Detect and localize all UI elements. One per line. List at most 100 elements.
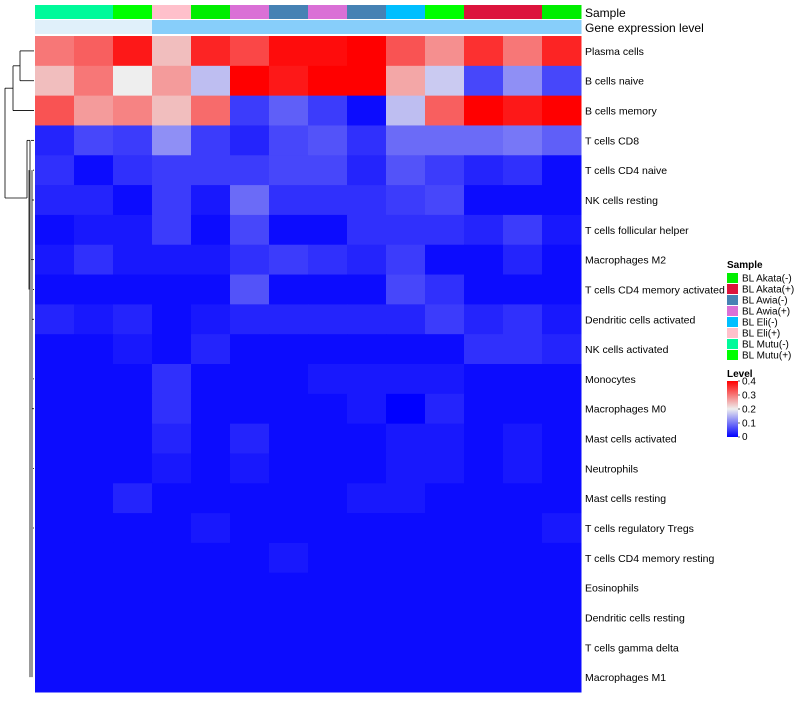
level-colorbar bbox=[727, 381, 738, 437]
column-annotations bbox=[35, 5, 582, 34]
heatmap-cell bbox=[269, 155, 309, 186]
heatmap-cell bbox=[35, 393, 75, 425]
heatmap-cell bbox=[35, 453, 75, 484]
row-label: NK cells resting bbox=[585, 195, 658, 207]
heatmap-cell bbox=[503, 65, 543, 97]
heatmap-cell bbox=[74, 542, 114, 574]
heatmap-cell bbox=[347, 95, 387, 126]
heatmap-cell bbox=[464, 274, 504, 305]
heatmap-cell bbox=[542, 155, 582, 186]
heatmap-cell bbox=[347, 65, 387, 97]
heatmap-cell bbox=[464, 483, 504, 514]
heatmap-cell bbox=[191, 542, 231, 574]
heatmap-cell bbox=[230, 632, 270, 663]
heatmap-cell bbox=[152, 244, 192, 276]
heatmap-cell bbox=[74, 185, 114, 216]
heatmap-cell bbox=[152, 125, 192, 156]
heatmap-cell bbox=[230, 572, 270, 604]
heatmap-cell bbox=[542, 662, 582, 693]
heatmap-cell bbox=[269, 95, 309, 126]
heatmap-cell bbox=[269, 602, 309, 633]
heatmap-cell bbox=[269, 364, 309, 395]
heatmap-cell bbox=[542, 65, 582, 97]
heatmap-cell bbox=[308, 214, 348, 246]
heatmap-cell bbox=[347, 423, 387, 454]
level-legend-ticks: 0.4 0.3 0.2 0.1 0 bbox=[738, 377, 756, 443]
row-label: Eosinophils bbox=[585, 583, 639, 595]
heatmap-cell bbox=[425, 334, 465, 365]
heatmap-cell bbox=[152, 304, 192, 335]
heatmap-cell bbox=[113, 214, 153, 246]
heatmap-cell bbox=[191, 185, 231, 216]
row-label: T cells CD4 memory activated bbox=[585, 284, 725, 296]
heatmap-cell bbox=[230, 244, 270, 276]
heatmap-cell bbox=[113, 632, 153, 663]
annotation-labels: Sample Gene expression level bbox=[585, 6, 704, 35]
row-label: T cells CD4 naive bbox=[585, 165, 667, 177]
expression-track-label: Gene expression level bbox=[585, 21, 704, 35]
expression-annotation-cell bbox=[35, 20, 75, 34]
heatmap-cell bbox=[542, 602, 582, 633]
heatmap-cell bbox=[74, 483, 114, 514]
heatmap-cell bbox=[269, 662, 309, 693]
heatmap-cell bbox=[191, 453, 231, 484]
heatmap-cell bbox=[347, 453, 387, 484]
heatmap-cell bbox=[269, 572, 309, 604]
heatmap-cell bbox=[191, 304, 231, 335]
row-label: T cells CD4 memory resting bbox=[585, 553, 714, 565]
heatmap-cell bbox=[386, 602, 426, 633]
expression-annotation-cell bbox=[191, 20, 231, 34]
sample-annotation-cell bbox=[113, 5, 153, 19]
row-label: NK cells activated bbox=[585, 344, 669, 356]
heatmap-cell bbox=[464, 364, 504, 395]
heatmap-cell bbox=[464, 304, 504, 335]
heatmap-cell bbox=[386, 632, 426, 663]
sample-annotation-cell bbox=[191, 5, 231, 19]
heatmap-cell bbox=[113, 453, 153, 484]
heatmap-cell bbox=[542, 364, 582, 395]
heatmap-cell bbox=[503, 36, 543, 67]
heatmap-cell bbox=[113, 155, 153, 186]
heatmap-cell bbox=[386, 393, 426, 425]
row-dendrogram bbox=[4, 50, 34, 678]
heatmap-cell bbox=[425, 393, 465, 425]
heatmap-cell bbox=[152, 483, 192, 514]
sample-legend-swatch bbox=[727, 317, 738, 327]
heatmap-cell bbox=[503, 364, 543, 395]
heatmap-cell bbox=[74, 244, 114, 276]
heatmap-cell bbox=[191, 602, 231, 633]
sample-annotation-cell bbox=[464, 5, 504, 19]
sample-legend-swatch bbox=[727, 306, 738, 316]
heatmap-cell bbox=[464, 36, 504, 67]
heatmap-cell bbox=[35, 662, 75, 693]
heatmap-cell bbox=[425, 36, 465, 67]
sample-legend-label: BL Eli(+) bbox=[742, 329, 780, 340]
sample-legend-label: BL Awia(+) bbox=[742, 307, 790, 318]
heatmap-cell bbox=[113, 95, 153, 126]
sample-annotation-cell bbox=[308, 5, 348, 19]
heatmap-cell bbox=[113, 513, 153, 544]
sample-legend-entries: BL Akata(-)BL Akata(+)BL Awia(-)BL Awia(… bbox=[727, 273, 794, 362]
sample-legend-swatch bbox=[727, 339, 738, 349]
sample-annotation-cell bbox=[74, 5, 114, 19]
heatmap-cell bbox=[74, 65, 114, 97]
heatmap-cell bbox=[74, 95, 114, 126]
heatmap-cell bbox=[542, 423, 582, 454]
heatmap-cell bbox=[308, 334, 348, 365]
heatmap-cell bbox=[230, 393, 270, 425]
heatmap-cell bbox=[308, 453, 348, 484]
sample-legend-swatch bbox=[727, 328, 738, 338]
heatmap-cell bbox=[113, 483, 153, 514]
expression-annotation-cell bbox=[386, 20, 426, 34]
expression-annotation-cell bbox=[542, 20, 582, 34]
heatmap-cell bbox=[386, 244, 426, 276]
heatmap-cell bbox=[503, 185, 543, 216]
heatmap-cell bbox=[464, 423, 504, 454]
heatmap-cell bbox=[191, 393, 231, 425]
heatmap-cell bbox=[464, 244, 504, 276]
heatmap-cell bbox=[152, 542, 192, 574]
heatmap-cell bbox=[74, 572, 114, 604]
heatmap-cell bbox=[308, 572, 348, 604]
heatmap-cell bbox=[425, 95, 465, 126]
heatmap-cell bbox=[347, 36, 387, 67]
